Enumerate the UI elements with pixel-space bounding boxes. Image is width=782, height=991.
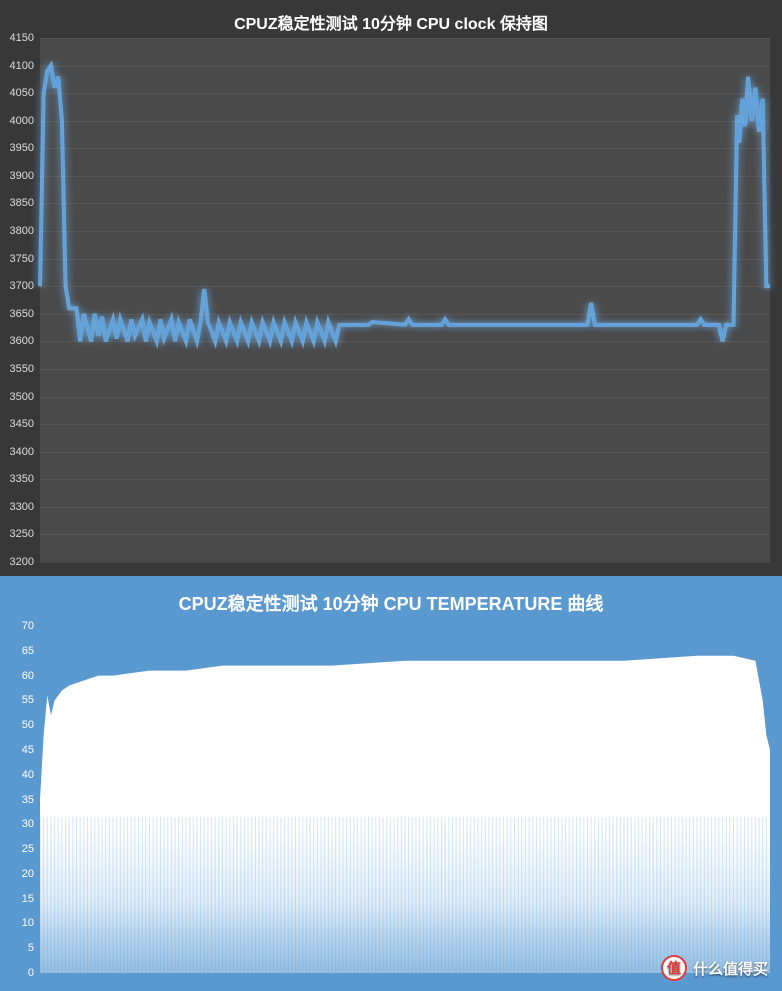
y-tick-label: 4050 xyxy=(0,87,36,99)
watermark: 值 什么值得买 xyxy=(661,955,768,981)
y-tick-label: 10 xyxy=(0,917,36,929)
gridline xyxy=(40,507,770,508)
cpu-clock-plot-area xyxy=(40,38,770,562)
y-tick-label: 3400 xyxy=(0,446,36,458)
y-tick-label: 5 xyxy=(0,942,36,954)
gridline xyxy=(40,121,770,122)
cpu-clock-chart-title: CPUZ稳定性测试 10分钟 CPU clock 保持图 xyxy=(0,0,782,40)
cpu-temp-area xyxy=(40,626,770,973)
y-tick-label: 55 xyxy=(0,694,36,706)
gridline xyxy=(40,148,770,149)
gridline xyxy=(40,231,770,232)
y-tick-label: 3450 xyxy=(0,418,36,430)
y-tick-label: 3950 xyxy=(0,142,36,154)
y-tick-label: 45 xyxy=(0,744,36,756)
cpu-clock-chart-panel: CPUZ稳定性测试 10分钟 CPU clock 保持图 3200 3250 330… xyxy=(0,0,782,576)
gridline xyxy=(40,424,770,425)
y-tick-label: 3350 xyxy=(0,473,36,485)
y-tick-label: 4100 xyxy=(0,60,36,72)
y-tick-label: 20 xyxy=(0,868,36,880)
gridline xyxy=(40,534,770,535)
gridline xyxy=(40,341,770,342)
y-tick-label: 3800 xyxy=(0,225,36,237)
cpu-clock-y-axis: 3200325033003350340034503500355036003650… xyxy=(0,38,36,562)
watermark-text: 什么值得买 xyxy=(693,958,768,979)
gridline xyxy=(40,259,770,260)
y-tick-label: 4000 xyxy=(0,115,36,127)
y-tick-label: 3700 xyxy=(0,280,36,292)
watermark-badge-icon: 值 xyxy=(661,955,687,981)
y-tick-label: 3650 xyxy=(0,308,36,320)
y-tick-label: 60 xyxy=(0,670,36,682)
y-tick-label: 65 xyxy=(0,645,36,657)
y-tick-label: 30 xyxy=(0,818,36,830)
y-tick-label: 40 xyxy=(0,769,36,781)
gridline xyxy=(40,176,770,177)
gridline xyxy=(40,38,770,39)
y-tick-label: 3750 xyxy=(0,253,36,265)
cpu-temp-chart-title: CPUZ稳定性测试 10分钟 CPU TEMPERATURE 曲线 xyxy=(0,576,782,622)
gridline xyxy=(40,66,770,67)
cpu-temp-y-axis: 0510152025303540455055606570 xyxy=(0,626,36,973)
gridline xyxy=(40,452,770,453)
y-tick-label: 3900 xyxy=(0,170,36,182)
cpu-temp-chart-panel: CPUZ稳定性测试 10分钟 CPU TEMPERATURE 曲线 0 5 10 15… xyxy=(0,576,782,991)
gridline xyxy=(40,369,770,370)
gridline xyxy=(40,93,770,94)
y-tick-label: 3550 xyxy=(0,363,36,375)
y-tick-label: 15 xyxy=(0,893,36,905)
y-tick-label: 25 xyxy=(0,843,36,855)
y-tick-label: 3250 xyxy=(0,528,36,540)
y-tick-label: 35 xyxy=(0,794,36,806)
y-tick-label: 3300 xyxy=(0,501,36,513)
gridline xyxy=(40,397,770,398)
gridline xyxy=(40,203,770,204)
y-tick-label: 70 xyxy=(0,620,36,632)
y-tick-label: 3850 xyxy=(0,197,36,209)
gridline xyxy=(40,562,770,563)
y-tick-label: 3600 xyxy=(0,335,36,347)
y-tick-label: 3500 xyxy=(0,391,36,403)
cpu-temp-plot-area xyxy=(40,626,770,973)
cpu-clock-line xyxy=(40,38,770,562)
y-tick-label: 0 xyxy=(0,967,36,979)
gridline xyxy=(40,286,770,287)
y-tick-label: 4150 xyxy=(0,32,36,44)
gridline xyxy=(40,314,770,315)
gridline xyxy=(40,479,770,480)
y-tick-label: 3200 xyxy=(0,556,36,568)
y-tick-label: 50 xyxy=(0,719,36,731)
